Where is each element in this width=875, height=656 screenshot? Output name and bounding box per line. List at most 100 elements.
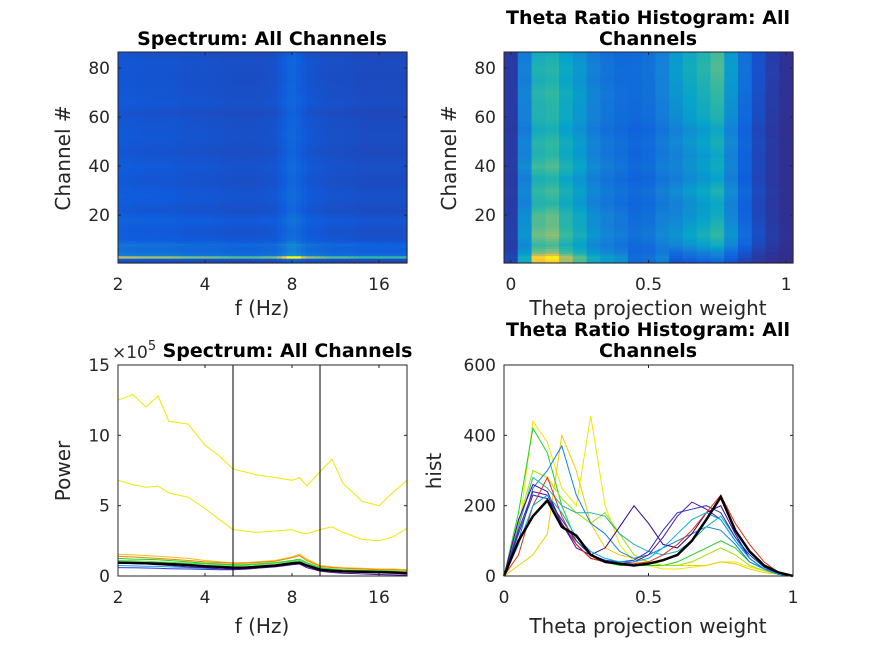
heatmap-cell	[344, 71, 350, 75]
heatmap-cell	[137, 103, 143, 107]
heatmap-cell	[334, 233, 341, 237]
heatmap-cell	[252, 194, 259, 198]
heatmap-cell	[276, 228, 283, 232]
heatmap-cell	[166, 66, 172, 70]
heatmap-cell	[286, 110, 292, 114]
heatmap-cell	[195, 142, 201, 146]
heatmap-cell	[151, 135, 158, 139]
heatmap-cell	[272, 59, 278, 63]
heatmap-cell	[368, 137, 374, 141]
heatmap-cell	[122, 150, 129, 154]
heatmap-cell	[310, 157, 317, 161]
heatmap-cell	[387, 137, 394, 141]
heatmap-cell	[392, 69, 398, 73]
heatmap-cell	[329, 120, 336, 124]
heatmap-cell	[209, 182, 215, 186]
heatmap-cell	[170, 120, 177, 124]
heatmap-cell	[248, 174, 254, 178]
heatmap-cell	[146, 186, 153, 190]
heatmap-cell	[354, 118, 360, 122]
heatmap-cell	[142, 86, 148, 90]
heatmap-cell	[392, 130, 398, 134]
heatmap-cell	[166, 174, 172, 178]
heatmap-cell	[214, 243, 220, 247]
heatmap-cell	[199, 155, 206, 159]
heatmap-cell	[301, 206, 307, 210]
heatmap-cell	[363, 253, 370, 257]
heatmap-cell	[286, 157, 292, 161]
heatmap-cell	[122, 83, 129, 87]
heatmap-cell	[339, 253, 345, 257]
heatmap-cell	[339, 103, 345, 107]
heatmap-cell	[122, 169, 129, 173]
heatmap-cell	[267, 243, 273, 247]
heatmap-cell	[387, 132, 394, 137]
heatmap-cell	[228, 196, 235, 200]
heatmap-cell	[291, 189, 297, 193]
heatmap-cell	[248, 105, 254, 110]
heatmap-cell	[397, 240, 403, 244]
heatmap-cell	[344, 226, 350, 230]
heatmap-cell	[349, 93, 355, 97]
heatmap-cell	[315, 255, 321, 259]
heatmap-cell	[305, 66, 312, 70]
heatmap-cell	[146, 236, 153, 240]
heatmap-cell	[190, 140, 196, 144]
heatmap-cell	[238, 172, 244, 176]
heatmap-cell	[156, 164, 162, 168]
heatmap-cell	[118, 258, 124, 262]
heatmap-cell	[156, 179, 162, 183]
heatmap-cell	[392, 216, 398, 220]
heatmap-cell	[132, 101, 138, 105]
heatmap-cell	[329, 194, 336, 198]
heatmap-cell	[175, 135, 182, 139]
heatmap-cell	[151, 233, 158, 237]
heatmap-cell	[214, 206, 220, 210]
heatmap-cell	[238, 59, 244, 63]
heatmap-cell	[402, 206, 408, 210]
heatmap-cell	[286, 162, 292, 166]
heatmap-cell	[296, 221, 302, 225]
heatmap-cell	[214, 201, 220, 205]
heatmap-cell	[276, 213, 283, 217]
heatmap-cell	[368, 248, 374, 252]
heatmap-cell	[209, 191, 215, 195]
heatmap-cell	[219, 189, 225, 193]
heatmap-cell	[199, 120, 206, 124]
heatmap-cell	[199, 64, 206, 68]
heatmap-cell	[305, 159, 312, 164]
heatmap-cell	[368, 162, 374, 166]
heatmap-cell	[199, 211, 206, 215]
heatmap-cell	[358, 238, 365, 242]
heatmap-cell	[146, 113, 153, 117]
heatmap-cell	[122, 152, 129, 156]
heatmap-cell	[320, 78, 326, 83]
heatmap-cell	[228, 155, 235, 159]
heatmap-cell	[310, 59, 317, 63]
heatmap-cell	[170, 211, 177, 215]
heatmap-cell	[272, 236, 278, 240]
heatmap-cell	[296, 211, 302, 215]
heatmap-cell	[291, 240, 297, 244]
heatmap-cell	[267, 66, 273, 70]
heatmap-cell	[238, 223, 244, 227]
heatmap-cell	[301, 71, 307, 75]
heatmap-cell	[281, 172, 288, 176]
heatmap-cell	[276, 211, 283, 215]
heatmap-cell	[368, 108, 374, 112]
heatmap-cell	[199, 157, 206, 161]
heatmap-cell	[301, 93, 307, 97]
heatmap-cell	[223, 145, 230, 149]
heatmap-cell	[219, 150, 225, 154]
heatmap-cell	[161, 226, 167, 230]
heatmap-cell	[310, 226, 317, 230]
heatmap-cell	[199, 130, 206, 134]
heatmap-cell	[402, 128, 408, 132]
heatmap-cell	[262, 145, 268, 149]
heatmap-cell	[175, 155, 182, 159]
heatmap-cell	[373, 93, 379, 97]
heatmap-cell	[204, 206, 211, 210]
heatmap-cell	[329, 240, 336, 244]
heatmap-cell	[219, 108, 225, 112]
heatmap-cell	[267, 123, 273, 127]
